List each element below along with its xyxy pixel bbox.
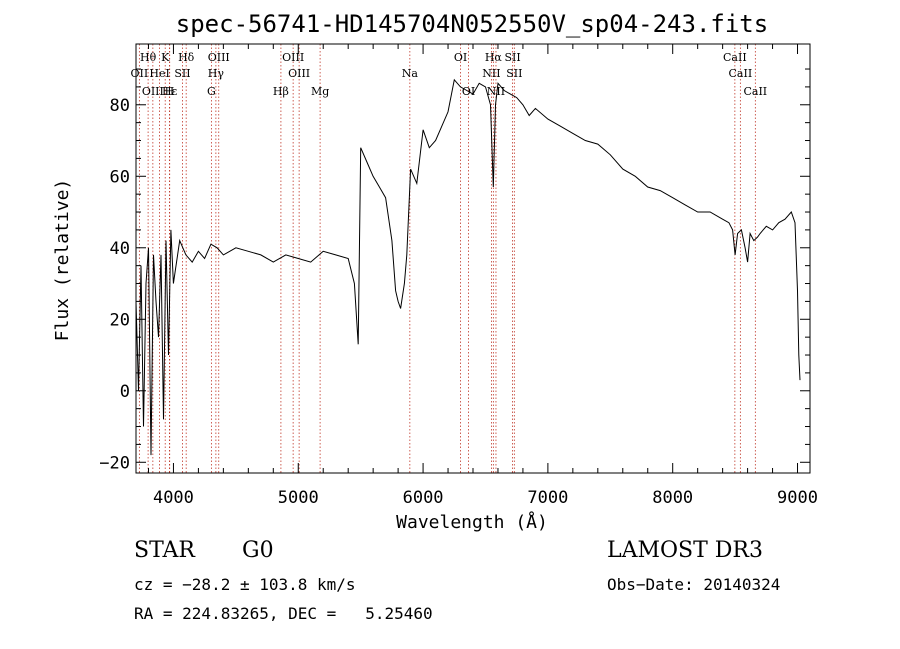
x-tick-label: 6000 bbox=[403, 488, 444, 508]
redshift-readout: cz = −28.2 ± 103.8 km/s bbox=[134, 575, 356, 594]
y-tick-label: 20 bbox=[110, 310, 130, 330]
obs-date: Obs−Date: 20140324 bbox=[607, 575, 781, 594]
line-label-nii_b: NII bbox=[487, 85, 505, 98]
line-label-oiiic: OIII bbox=[282, 51, 304, 64]
y-tick-label: 0 bbox=[120, 382, 130, 402]
x-tick-label: 5000 bbox=[278, 488, 319, 508]
line-label-hei: HeI bbox=[149, 67, 169, 80]
line-label-na: Na bbox=[402, 67, 419, 80]
line-label-oii: OII bbox=[131, 67, 149, 80]
line-label-oiiib: OIII bbox=[208, 51, 230, 64]
line-label-sii_a: SII bbox=[174, 67, 190, 80]
x-tick-label: 4000 bbox=[153, 488, 194, 508]
emission-line-labels: OIIHθOIIIHeIKHεHSIIHδGHγOIIIHβOIIIOIIIMg… bbox=[131, 51, 768, 98]
line-label-hbeta: Hβ bbox=[273, 85, 289, 98]
flux-series-line bbox=[135, 78, 801, 456]
line-label-hdel: Hδ bbox=[178, 51, 195, 64]
y-tick-label: −20 bbox=[99, 453, 130, 473]
y-tick-label: 40 bbox=[110, 239, 130, 259]
line-label-caii_b: CaII bbox=[729, 67, 753, 80]
line-label-hgam: Hγ bbox=[208, 67, 225, 80]
line-label-k: K bbox=[161, 51, 170, 64]
line-label-caii_a: CaII bbox=[723, 51, 747, 64]
plot-frame bbox=[135, 43, 811, 474]
emission-line-markers bbox=[138, 44, 756, 473]
x-tick-label: 7000 bbox=[527, 488, 568, 508]
line-label-mg: Mg bbox=[311, 85, 329, 98]
x-tick-label: 8000 bbox=[652, 488, 693, 508]
line-label-oiiid: OIII bbox=[288, 67, 310, 80]
line-label-nii_a: NII bbox=[482, 67, 500, 80]
x-axis-label: Wavelength (Å) bbox=[396, 511, 548, 533]
line-label-sii_c: SII bbox=[506, 67, 522, 80]
y-tick-label: 60 bbox=[110, 167, 130, 187]
y-axis-label: Flux (relative) bbox=[52, 179, 73, 342]
line-label-oiiia: OIII bbox=[142, 85, 164, 98]
x-axis-ticks: 4000 5000 6000 7000 8000 9000 bbox=[147, 44, 818, 508]
ra-dec-readout: RA = 224.83265, DEC = 5.25460 bbox=[134, 604, 433, 623]
line-label-g: G bbox=[207, 85, 216, 98]
line-label-hg_eps: Hε bbox=[162, 85, 178, 98]
y-axis-ticks: −20 0 20 40 60 80 bbox=[99, 68, 810, 473]
line-label-oi_a: OI bbox=[454, 51, 467, 64]
line-label-halpha: Hα bbox=[485, 51, 503, 64]
y-tick-label: 80 bbox=[110, 96, 130, 116]
line-label-caii_c: CaII bbox=[743, 85, 767, 98]
object-class: STAR bbox=[134, 538, 195, 563]
line-label-h: H bbox=[165, 85, 175, 98]
x-tick-label: 9000 bbox=[777, 488, 818, 508]
object-subclass: G0 bbox=[242, 538, 274, 563]
chart-title: spec-56741-HD145704N052550V_sp04-243.fit… bbox=[176, 10, 768, 38]
survey-name: LAMOST DR3 bbox=[607, 538, 763, 563]
line-label-hth: Hθ bbox=[140, 51, 157, 64]
line-label-sii_b: SII bbox=[504, 51, 520, 64]
